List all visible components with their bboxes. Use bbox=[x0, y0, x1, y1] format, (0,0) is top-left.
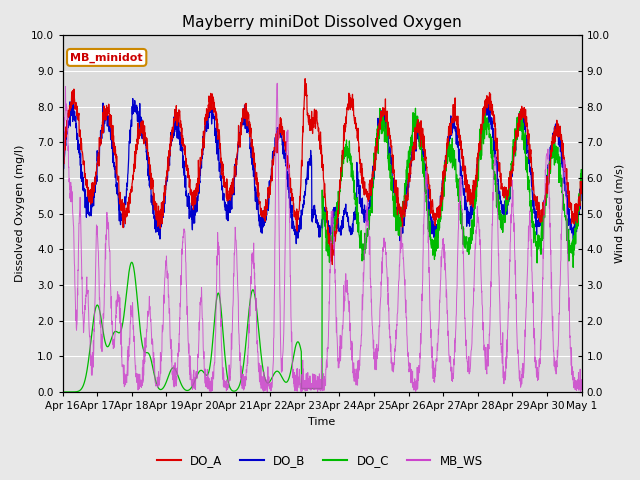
Y-axis label: Wind Speed (m/s): Wind Speed (m/s) bbox=[615, 164, 625, 264]
Legend: DO_A, DO_B, DO_C, MB_WS: DO_A, DO_B, DO_C, MB_WS bbox=[152, 449, 488, 472]
X-axis label: Time: Time bbox=[308, 417, 336, 427]
Text: MB_minidot: MB_minidot bbox=[70, 52, 143, 62]
Title: Mayberry miniDot Dissolved Oxygen: Mayberry miniDot Dissolved Oxygen bbox=[182, 15, 462, 30]
Y-axis label: Dissolved Oxygen (mg/l): Dissolved Oxygen (mg/l) bbox=[15, 145, 25, 282]
